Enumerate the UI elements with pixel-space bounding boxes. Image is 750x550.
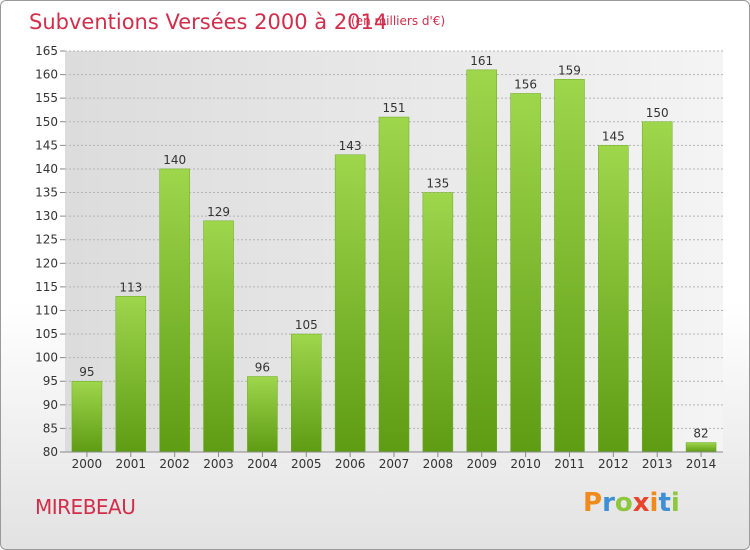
bar [510,93,541,453]
place-name: MIREBEAU [35,495,136,519]
value-label: 150 [646,106,669,120]
bars [71,69,717,453]
logo-letter: P [583,488,603,518]
x-tick-label: 2004 [247,457,278,471]
y-tick-label: 125 [35,233,58,247]
bar [685,442,717,453]
proxiti-logo[interactable]: Proxiti [583,488,680,518]
value-label: 140 [163,153,186,167]
x-tick-label: 2001 [116,457,147,471]
logo-letter: x [632,488,650,518]
chart-title: Subventions Versées 2000 à 2014 [29,10,388,34]
x-tick-label: 2003 [203,457,234,471]
logo-letter: o [614,488,633,518]
value-label: 145 [602,129,625,143]
value-label: 159 [558,63,581,77]
bar [115,296,147,453]
bar [598,145,629,453]
value-labels: 95 113 140 129 96 105 143 151 135 161 156 159 145 150… [79,54,708,441]
y-tick-label: 130 [35,209,58,223]
x-tick-label: 2000 [72,457,103,471]
x-tick-label: 2006 [335,457,366,471]
value-label: 105 [295,318,318,332]
x-tick-label: 2009 [466,457,497,471]
value-label: 143 [339,139,362,153]
logo-letter: t [658,488,671,518]
y-tick-label: 105 [35,327,58,341]
value-label: 129 [207,205,230,219]
bar [466,69,497,453]
value-label: 82 [693,427,708,441]
value-label: 156 [514,77,537,91]
bar [247,376,278,453]
logo-letter: i [649,488,659,518]
y-axis-ticks: 80 85 90 95 100 105 110 115 120 125 130 135 140 145 15… [35,44,65,459]
y-tick-label: 120 [35,256,58,270]
y-tick-label: 135 [35,186,58,200]
value-label: 96 [255,361,270,375]
y-tick-label: 85 [43,421,58,435]
x-tick-label: 2007 [379,457,410,471]
x-tick-label: 2008 [423,457,454,471]
x-axis-ticks: 2000 2001 2002 2003 2004 2005 2006 2007 2008 2009… [72,452,717,471]
y-tick-label: 90 [43,398,58,412]
y-tick-label: 80 [43,445,58,459]
y-tick-label: 110 [35,303,58,317]
logo-letter: i [670,488,680,518]
bar [554,79,585,453]
y-tick-label: 95 [43,374,58,388]
y-tick-label: 145 [35,138,58,152]
x-tick-label: 2012 [598,457,629,471]
value-label: 135 [426,177,449,191]
y-tick-label: 140 [35,162,58,176]
value-label: 95 [79,365,94,379]
x-tick-label: 2002 [159,457,190,471]
y-tick-label: 160 [35,68,58,82]
y-tick-label: 150 [35,115,58,129]
x-tick-label: 2010 [510,457,541,471]
y-tick-label: 100 [35,351,58,365]
y-tick-label: 155 [35,91,58,105]
x-tick-label: 2014 [686,457,717,471]
y-tick-label: 115 [35,280,58,294]
bar [422,192,454,453]
x-tick-label: 2013 [642,457,673,471]
x-tick-label: 2005 [291,457,322,471]
value-label: 161 [470,54,493,68]
bar [378,116,410,453]
bar [159,168,190,453]
bar [641,121,673,453]
bar [71,380,103,453]
value-label: 151 [383,101,406,115]
bar [291,333,322,453]
bar [334,154,366,453]
value-label: 113 [119,280,142,294]
x-tick-label: 2011 [554,457,585,471]
chart-subtitle: (en milliers d'€) [351,14,446,28]
logo-letter: r [602,488,615,518]
y-tick-label: 165 [35,44,58,58]
bar [203,220,234,453]
